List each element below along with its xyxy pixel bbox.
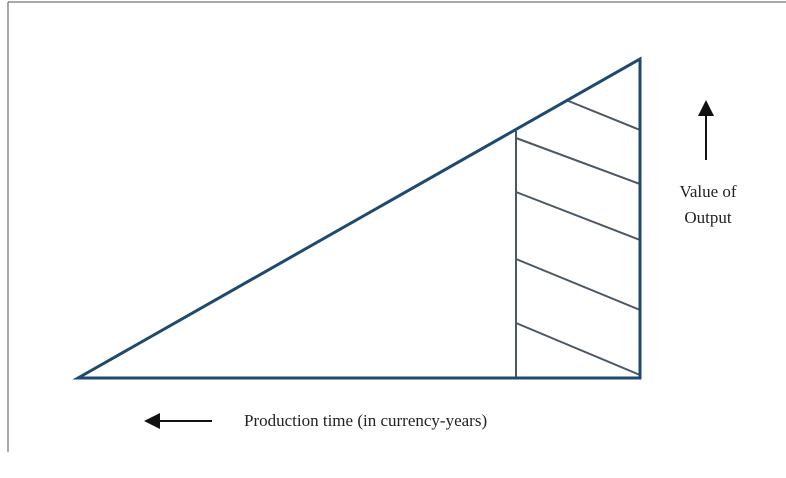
hatch-line bbox=[565, 99, 641, 131]
time-label: Production time (in currency-years) bbox=[244, 411, 487, 430]
hatch-line bbox=[515, 137, 641, 185]
hatch-line bbox=[515, 322, 641, 376]
hatch-line bbox=[515, 258, 641, 311]
value-label: Output bbox=[684, 208, 732, 227]
triangle bbox=[72, 56, 642, 380]
hatch-line bbox=[515, 191, 641, 241]
hatching bbox=[515, 99, 641, 378]
value-label: Value of bbox=[679, 182, 736, 201]
